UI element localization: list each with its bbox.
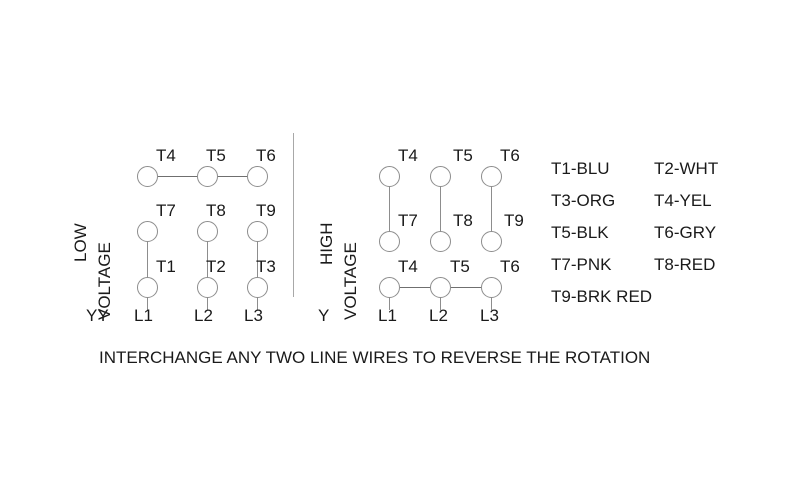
high-label-t7: T7 <box>398 211 418 230</box>
low-line-label-l3: L3 <box>244 306 263 325</box>
low-node-t6 <box>247 166 268 187</box>
high-voltage-connection-label: Y <box>318 306 330 325</box>
high-stub-l1 <box>389 297 390 310</box>
high-node-t7 <box>379 231 400 252</box>
low-node-t2 <box>197 277 218 298</box>
low-voltage-title-line1: LOW <box>71 223 90 262</box>
low-label-t3: T3 <box>256 257 276 276</box>
high-line-label-l2: L2 <box>429 306 448 325</box>
legend-item-t7: T7-PNK <box>551 255 612 274</box>
high-label-t6-bottom: T6 <box>500 257 520 276</box>
low-label-t4: T4 <box>156 146 176 165</box>
low-node-t3 <box>247 277 268 298</box>
high-node-t8 <box>430 231 451 252</box>
high-node-t5-bottom <box>430 277 451 298</box>
low-label-t1: T1 <box>156 257 176 276</box>
low-label-t9: T9 <box>256 201 276 220</box>
legend-item-t3: T3-ORG <box>551 191 616 210</box>
low-node-t8 <box>197 221 218 242</box>
low-label-t6: T6 <box>256 146 276 165</box>
high-wire-t6-t9 <box>491 186 492 236</box>
high-stub-l3 <box>491 297 492 310</box>
high-label-t6-top: T6 <box>500 146 520 165</box>
low-voltage-section: LOW VOLTAGE YY T4 T5 T6 T7 T8 T9 T1 T2 T… <box>0 0 293 340</box>
low-top-wire-t5-t6 <box>208 176 258 177</box>
low-label-t8: T8 <box>206 201 226 220</box>
low-label-t7: T7 <box>156 201 176 220</box>
high-voltage-section: HIGH VOLTAGE Y T4 T5 T6 T7 T8 T9 T4 T5 T… <box>0 0 540 340</box>
low-wire-t7-t1 <box>147 231 148 291</box>
low-stub-l1 <box>147 297 148 310</box>
low-node-t1 <box>137 277 158 298</box>
legend-item-t8: T8-RED <box>654 255 716 274</box>
wire-color-legend: T1-BLU T3-ORG T5-BLK T7-PNK T9-BRK RED T… <box>551 159 719 306</box>
legend-item-t6: T6-GRY <box>654 223 717 242</box>
low-node-t7 <box>137 221 158 242</box>
high-node-t6-top <box>481 166 502 187</box>
low-node-t5 <box>197 166 218 187</box>
high-node-t4-top <box>379 166 400 187</box>
low-wire-t9-t3 <box>257 231 258 291</box>
high-label-t5-bottom: T5 <box>450 257 470 276</box>
section-divider <box>293 133 294 297</box>
legend-item-t1: T1-BLU <box>551 159 610 178</box>
high-voltage-title-line1: HIGH <box>317 222 336 266</box>
low-wire-t8-t2 <box>207 231 208 291</box>
high-node-t4-bottom <box>379 277 400 298</box>
high-voltage-title-line2: VOLTAGE <box>341 242 360 320</box>
high-wire-t5-t8 <box>440 186 441 236</box>
high-node-t9 <box>481 231 502 252</box>
high-bottom-wire-t4-t5 <box>400 287 441 288</box>
legend-item-t9: T9-BRK RED <box>551 287 653 306</box>
high-label-t9: T9 <box>504 211 524 230</box>
high-node-t6-bottom <box>481 277 502 298</box>
low-line-label-l2: L2 <box>194 306 213 325</box>
legend-item-t4: T4-YEL <box>654 191 712 210</box>
high-stub-l2 <box>440 297 441 310</box>
low-label-t5: T5 <box>206 146 226 165</box>
low-voltage-connection-label: YY <box>86 306 109 325</box>
high-wire-t4-t7 <box>389 186 390 236</box>
low-stub-l3 <box>257 297 258 310</box>
low-stub-l2 <box>207 297 208 310</box>
high-label-t5-top: T5 <box>453 146 473 165</box>
high-bottom-wire-t5-t6 <box>451 287 492 288</box>
high-node-t5-top <box>430 166 451 187</box>
high-line-label-l1: L1 <box>378 306 397 325</box>
high-label-t4-bottom: T4 <box>398 257 418 276</box>
low-top-wire-t4-t5 <box>158 176 208 177</box>
low-label-t2: T2 <box>206 257 226 276</box>
low-line-label-l1: L1 <box>134 306 153 325</box>
legend-item-t2: T2-WHT <box>654 159 719 178</box>
low-node-t4 <box>137 166 158 187</box>
high-label-t8: T8 <box>453 211 473 230</box>
low-node-t9 <box>247 221 268 242</box>
high-label-t4-top: T4 <box>398 146 418 165</box>
legend-item-t5: T5-BLK <box>551 223 609 242</box>
diagram-caption: INTERCHANGE ANY TWO LINE WIRES TO REVERS… <box>99 348 651 367</box>
high-line-label-l3: L3 <box>480 306 499 325</box>
